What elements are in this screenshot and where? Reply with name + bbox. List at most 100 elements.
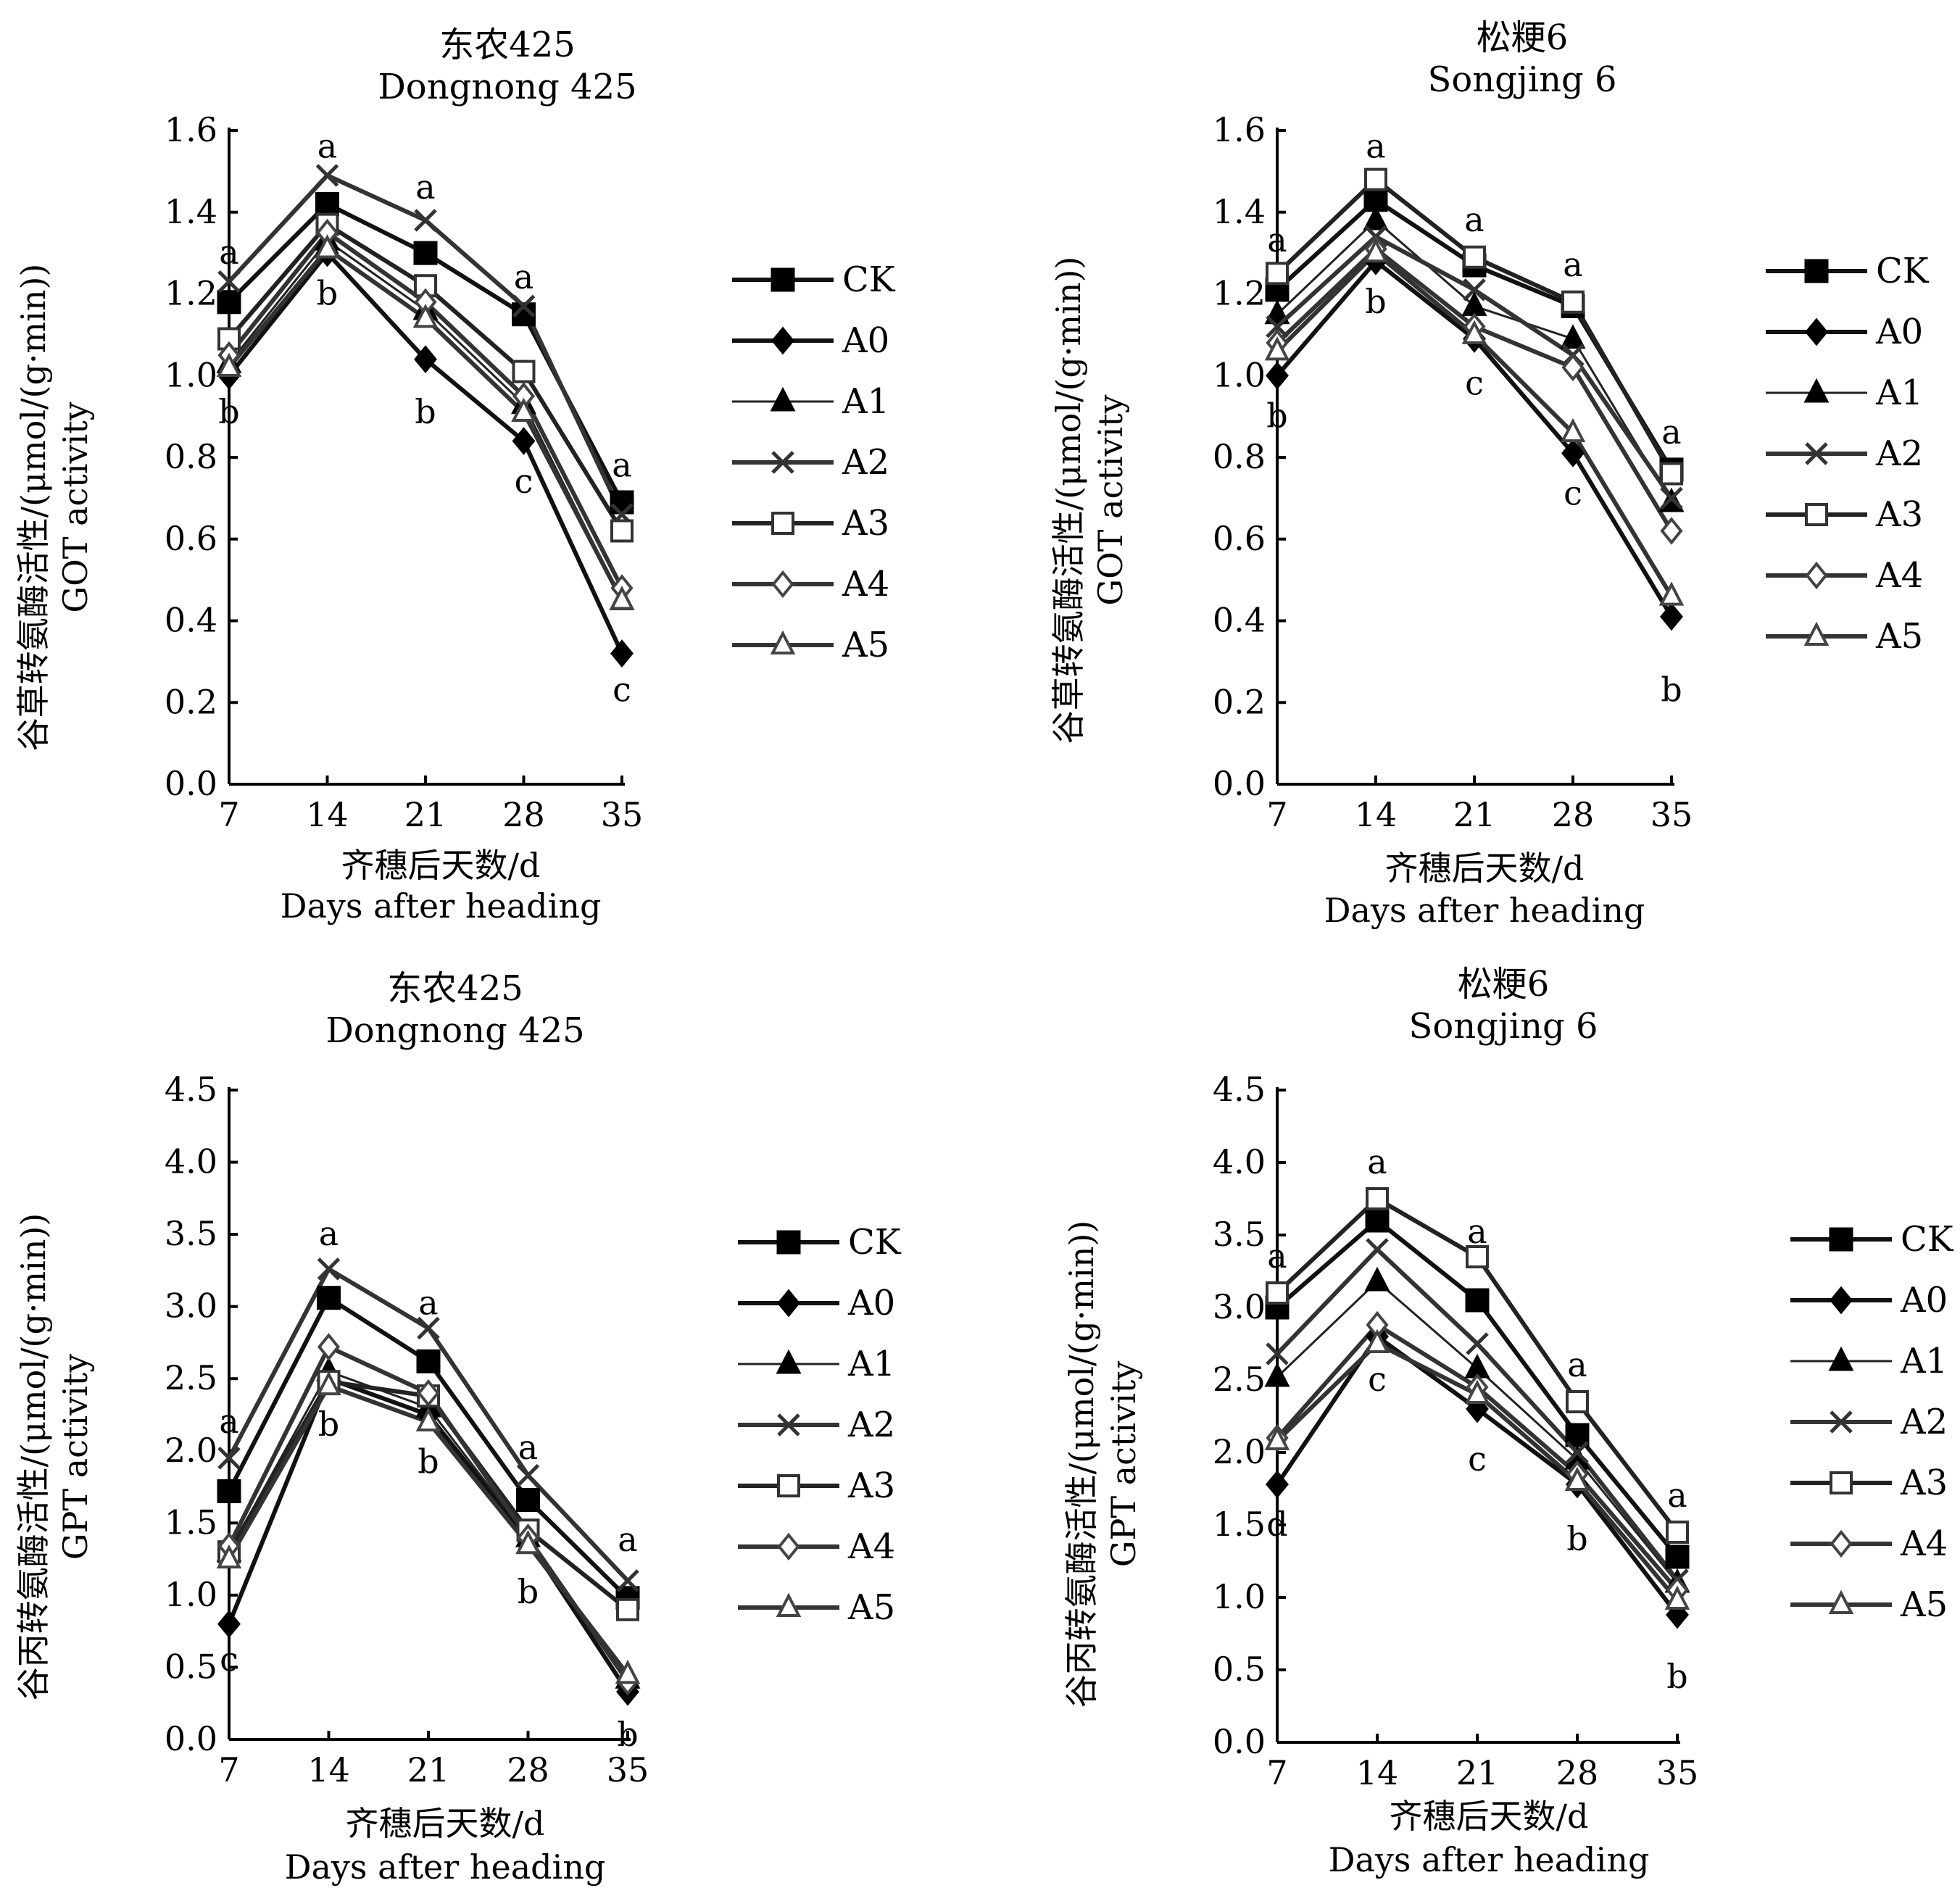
y-tick-label: 4.0 [1213,1142,1266,1181]
point-a3 [1364,167,1387,191]
significance-label: a [1366,127,1385,166]
y-tick-label: 3.0 [165,1286,217,1326]
significance-label: b [1365,282,1386,321]
panel-subtitle: Dongnong 425 [325,1010,584,1051]
point-a3 [512,359,536,383]
legend-marker-a0 [1805,318,1828,346]
y-axis-label: 谷丙转氨酶活性/(μmol/(g·min)) [14,1213,53,1701]
legend-label-a0: A0 [1900,1280,1948,1321]
legend-marker-ck [1804,259,1829,283]
legend-label-a0: A0 [842,320,889,361]
y-tick-label: 0.0 [165,764,217,803]
legend-label-ck: CK [842,259,896,300]
legend-marker-a1 [776,1350,801,1374]
y-tick-label: 0.5 [165,1647,217,1686]
point-ck [315,191,339,216]
x-tick-label: 14 [1356,1753,1399,1792]
legend-label-a3: A3 [1900,1463,1948,1503]
point-a2 [319,1259,339,1279]
x-tick-label: 7 [1266,1753,1287,1792]
point-ck [416,1349,441,1373]
legend-marker-a0 [1830,1286,1853,1314]
y-axis-label-en: GPT activity [1104,1361,1143,1568]
legend-marker-a1 [1829,1347,1853,1371]
x-axis-label-en: Days after heading [281,886,602,926]
panel-subtitle: Songjing 6 [1408,1006,1598,1047]
x-tick-label: 28 [502,795,545,834]
legend-label-a2: A2 [847,1405,895,1445]
significance-label: c [220,1639,238,1679]
legend-marker-ck [776,1230,801,1255]
legend-label-a2: A2 [842,442,889,483]
point-a3 [1566,1390,1589,1413]
significance-label: b [518,1572,539,1611]
plot-area: 0.0 0.2 0.4 0.6 0.8 1.0 1.2 1.4 1.6 7 14 21 28 35 a b a b… [1213,110,1693,834]
point-ck [1465,1288,1490,1313]
significance-label: c [515,462,533,501]
significance-label: a [1563,245,1582,284]
point-ck [610,490,634,515]
y-tick-label: 0.0 [1213,1722,1266,1761]
y-axis-title: 谷丙转氨酶活性/(μmol/(g·min)) GPT activity [14,1213,95,1701]
y-tick-label: 0.2 [1213,682,1266,721]
legend-marker-a4 [772,571,794,597]
legend-label-a1: A1 [1875,373,1923,413]
y-tick-label: 1.0 [165,355,217,394]
significance-label: a [1667,1476,1687,1515]
legend-label-a4: A4 [842,564,889,604]
y-tick-label: 1.4 [1213,192,1266,231]
y-tick-label: 1.2 [1213,274,1266,313]
point-a3 [1666,1521,1689,1544]
significance-label: a [514,257,533,296]
x-tick-label: 14 [1355,795,1398,834]
x-tick-label: 7 [218,1750,239,1789]
x-tick-label: 35 [1656,1753,1699,1792]
x-tick-label: 14 [307,1750,350,1789]
y-tick-label: 0.2 [165,682,217,721]
x-tick-label: 28 [507,1750,549,1789]
legend-label-ck: CK [1901,1219,1954,1260]
point-a3 [616,1597,639,1621]
legend-label-a4: A4 [1875,555,1923,596]
point-a3 [1463,245,1486,269]
legend-label-a0: A0 [847,1283,895,1323]
legend-label-a5: A5 [842,625,889,665]
point-a1 [1265,1363,1290,1387]
significance-label: a [612,445,631,484]
x-tick-label: 21 [404,795,447,834]
y-tick-label: 0.4 [1213,601,1266,640]
significance-label: c [1368,1360,1387,1399]
panel-title: 东农425 [439,25,576,65]
significance-label: c [612,670,631,709]
panel-title: 松粳6 [1477,17,1569,58]
y-tick-label: 0.6 [1213,519,1266,558]
y-tick-label: 1.6 [165,110,217,149]
plot-area: 0.0 0.2 0.4 0.6 0.8 1.0 1.2 1.4 1.6 7 14 21 28 35 a b a b… [165,110,643,834]
x-tick-label: 28 [1552,795,1595,834]
x-tick-label: 7 [218,795,239,834]
y-tick-label: 0.0 [165,1719,217,1758]
point-a2 [1367,1239,1387,1260]
legend-label-a4: A4 [847,1526,895,1567]
legend-marker-a3 [777,1474,800,1497]
legend-label-a5: A5 [847,1587,895,1628]
x-tick-label: 14 [306,795,349,834]
x-tick-label: 7 [1266,795,1287,834]
panel-subtitle: Songjing 6 [1427,59,1616,100]
legend-label-a2: A2 [1875,433,1923,474]
y-tick-label: 4.5 [1213,1070,1266,1109]
legend-label-ck: CK [1876,251,1930,291]
significance-label: a [219,233,238,272]
legend-label-a5: A5 [1875,616,1923,657]
y-tick-label: 1.4 [165,192,217,231]
point-a3 [1266,1281,1289,1305]
significance-label: a [518,1428,538,1467]
significance-label: a [319,1214,339,1253]
significance-label: a [1267,220,1287,259]
x-tick-label: 35 [607,1750,649,1789]
legend-marker-a3 [1830,1471,1853,1494]
significance-label: a [1467,1212,1487,1251]
legend-marker-a4 [778,1534,800,1560]
legend-marker-a1 [771,388,795,412]
